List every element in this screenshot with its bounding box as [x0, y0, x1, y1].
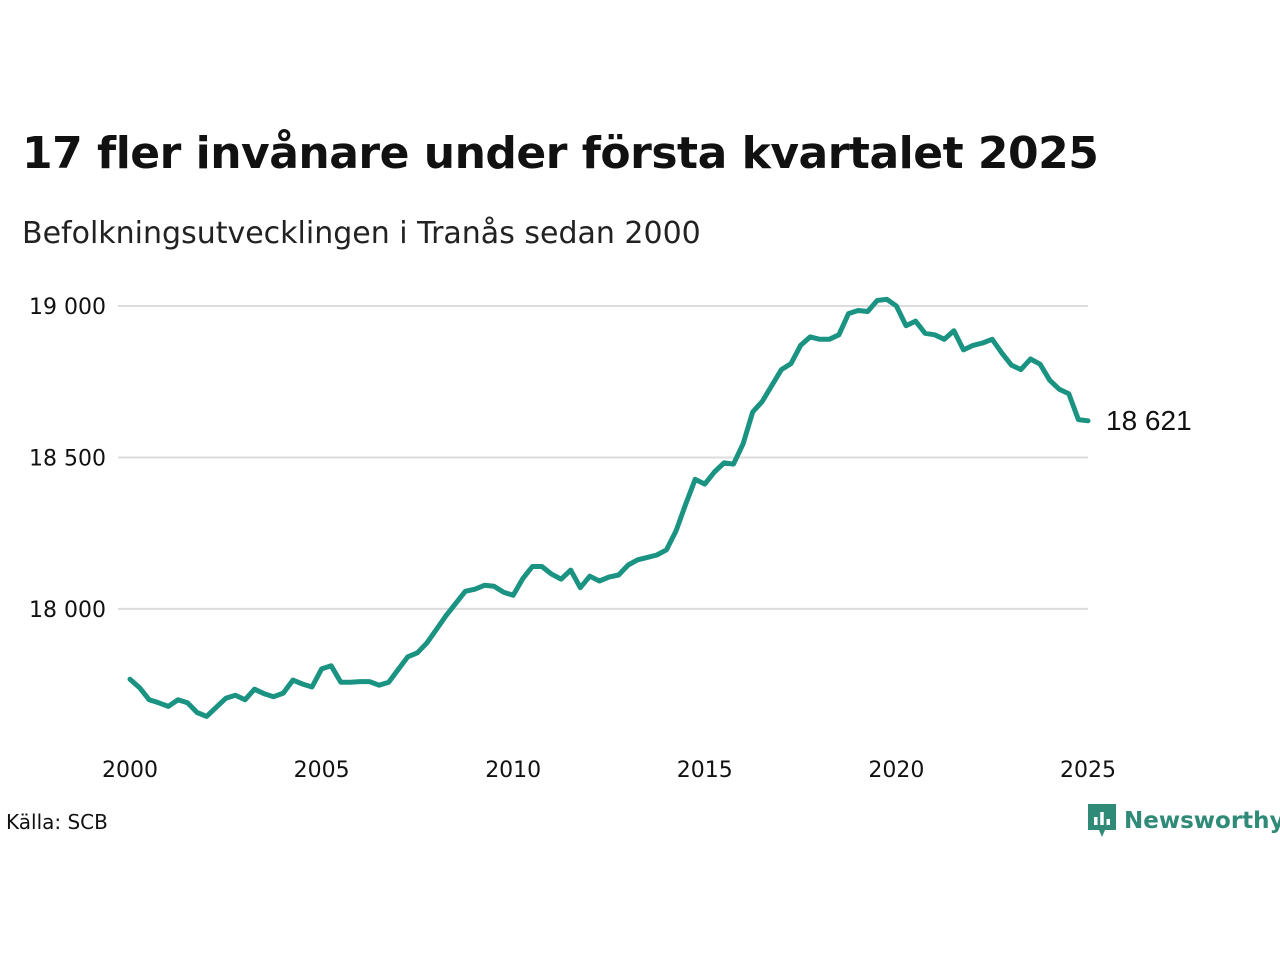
y-tick-label: 18 000: [29, 598, 106, 623]
x-tick-label: 2005: [294, 758, 350, 783]
source-note: Källa: SCB: [6, 810, 108, 834]
y-tick-label: 19 000: [29, 295, 106, 320]
y-tick-label: 18 500: [29, 446, 106, 471]
y-axis: 18 000 18 500 19 000: [29, 295, 106, 623]
end-value-label: 18 621: [1106, 405, 1192, 436]
chart-subtitle: Befolkningsutvecklingen i Tranås sedan 2…: [22, 216, 701, 251]
brand-name: Newsworthy: [1124, 808, 1280, 834]
brand-logo[interactable]: Newsworthy: [1088, 804, 1280, 838]
x-axis: 2000 2005 2010 2015 2020 2025: [102, 758, 1116, 783]
x-tick-label: 2015: [677, 758, 733, 783]
chart-title: 17 fler invånare under första kvartalet …: [22, 128, 1099, 179]
newsworthy-logo-icon: [1088, 804, 1116, 837]
x-tick-label: 2010: [485, 758, 541, 783]
x-tick-label: 2000: [102, 758, 158, 783]
gridlines: [118, 305, 1088, 610]
x-tick-label: 2020: [868, 758, 924, 783]
population-series-line: [127, 296, 1091, 719]
x-tick-label: 2025: [1060, 758, 1116, 783]
